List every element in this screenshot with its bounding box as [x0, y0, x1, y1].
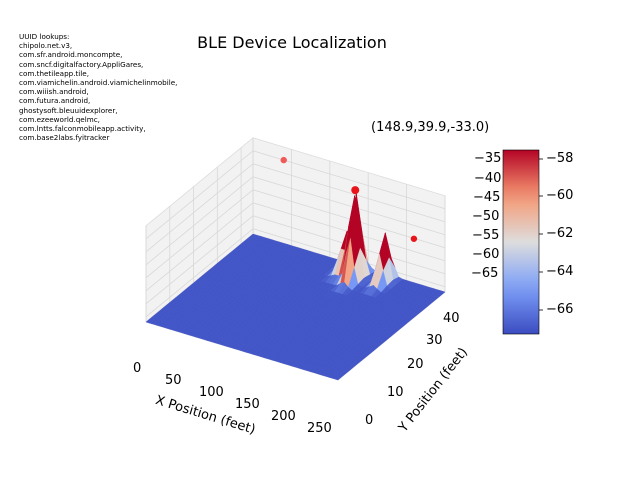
y-tick-label: 10 — [387, 385, 404, 400]
uuid-item: com.viamichelin.android.viamichelinmobil… — [19, 78, 178, 88]
z-tick-label: −60 — [472, 247, 500, 262]
uuid-item: com.sncf.digitalfactory.AppliGares, — [19, 59, 144, 69]
uuid-item: chipolo.net.v3, — [19, 41, 73, 51]
grid-line — [145, 163, 446, 253]
surface-cell — [333, 373, 345, 381]
peak-annotation: (148.9,39.9,-33.0) — [371, 120, 490, 135]
uuid-item: com.base2labs.fyitracker — [19, 133, 110, 143]
colorbar — [502, 149, 543, 335]
x-tick-label: 50 — [165, 373, 182, 388]
surface-mesh — [145, 193, 446, 381]
z-tick-label: −45 — [473, 190, 501, 205]
uuid-item: com.wiiish.android, — [19, 87, 89, 97]
colorbar-tick-label: −60 — [546, 188, 574, 203]
chart-title: BLE Device Localization — [197, 33, 387, 52]
y-tick-label: 40 — [443, 311, 460, 326]
y-tick-label: 30 — [426, 333, 443, 348]
grid-line — [145, 176, 446, 266]
z-tick-label: −65 — [471, 266, 499, 281]
grid-line — [145, 202, 446, 292]
grid-line — [145, 189, 446, 279]
uuid-lookup-list: UUID lookups: chipolo.net.v3, com.sfr.and… — [19, 32, 177, 142]
uuid-header: UUID lookups: — [19, 32, 70, 41]
z-tick-label: −35 — [474, 151, 502, 166]
x-tick-label: 200 — [271, 409, 296, 424]
x-tick-label: 250 — [307, 421, 332, 436]
colorbar-tick-label: −62 — [546, 226, 574, 241]
highlight-point — [351, 186, 360, 195]
uuid-item: com.ezeeworld.qelmc, — [19, 114, 100, 124]
y-tick-label: 20 — [407, 357, 424, 372]
z-tick-label: −50 — [472, 209, 500, 224]
z-tick-label: −40 — [474, 171, 502, 186]
uuid-item: com.futura.android, — [19, 96, 91, 106]
uuid-item: com.lntts.falconmobileapp.activity, — [19, 124, 146, 134]
z-tick-label: −55 — [472, 228, 500, 243]
x-tick-label: 150 — [235, 397, 260, 412]
colorbar-tick-label: −58 — [546, 151, 574, 166]
colorbar-tick-label: −64 — [546, 264, 574, 279]
highlight-point — [280, 156, 287, 164]
y-tick-label: 0 — [365, 413, 374, 428]
highlight-markers — [280, 156, 418, 242]
colorbar-gradient — [502, 149, 540, 335]
highlight-point — [410, 235, 418, 242]
uuid-item: com.sfr.android.moncompte, — [19, 50, 123, 60]
x-tick-label: 100 — [199, 385, 224, 400]
x-tick-label: 0 — [133, 361, 142, 376]
uuid-item: ghostysoft.bleuuidexplorer, — [19, 105, 118, 115]
colorbar-tick-label: −66 — [546, 302, 574, 317]
uuid-item: com.thetileapp.tile, — [19, 68, 89, 78]
grid-line — [145, 150, 446, 240]
